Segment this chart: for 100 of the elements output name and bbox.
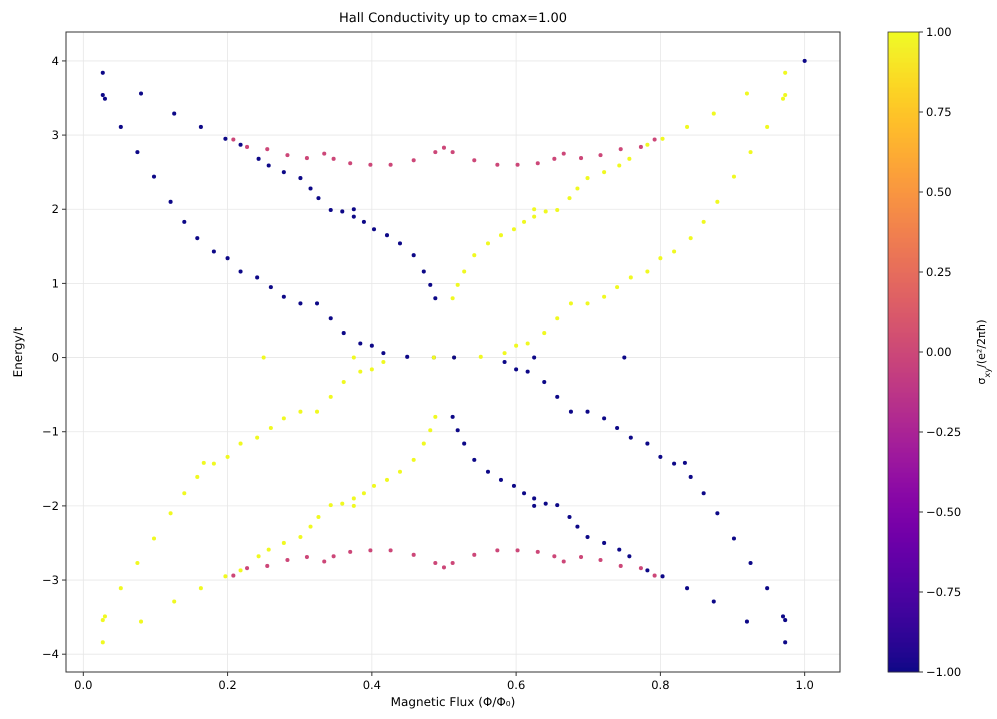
point bbox=[462, 270, 466, 274]
point bbox=[298, 301, 302, 306]
point bbox=[744, 92, 749, 96]
point bbox=[398, 470, 402, 474]
point bbox=[322, 152, 326, 156]
point bbox=[712, 600, 716, 604]
point bbox=[652, 138, 657, 142]
point bbox=[223, 574, 228, 578]
point bbox=[352, 207, 356, 212]
point bbox=[265, 147, 270, 152]
point bbox=[268, 285, 273, 290]
y-tick-label: −3 bbox=[42, 573, 59, 588]
point bbox=[658, 256, 662, 260]
point bbox=[627, 554, 632, 558]
point bbox=[304, 555, 309, 560]
point bbox=[362, 491, 366, 496]
point bbox=[688, 236, 693, 240]
point bbox=[702, 491, 706, 496]
point bbox=[542, 380, 546, 384]
point bbox=[645, 270, 650, 274]
point bbox=[322, 559, 326, 564]
point bbox=[433, 414, 438, 419]
point bbox=[352, 504, 356, 508]
y-tick-label: 0 bbox=[52, 350, 59, 365]
point bbox=[512, 227, 516, 232]
point bbox=[660, 136, 665, 141]
point bbox=[522, 491, 526, 496]
y-tick-label: 4 bbox=[52, 54, 59, 68]
point bbox=[783, 618, 788, 622]
x-tick-label: 0.6 bbox=[506, 678, 526, 692]
point bbox=[585, 176, 590, 180]
point bbox=[298, 535, 302, 540]
point bbox=[368, 548, 372, 552]
point bbox=[100, 93, 105, 98]
point bbox=[585, 301, 590, 306]
point bbox=[462, 442, 466, 446]
point bbox=[358, 370, 362, 374]
point bbox=[598, 153, 603, 158]
point bbox=[568, 410, 573, 414]
y-tick-label: 3 bbox=[52, 128, 59, 142]
point bbox=[645, 142, 650, 147]
y-axis-title: Energy/t bbox=[11, 326, 25, 378]
point bbox=[622, 356, 626, 360]
point bbox=[433, 296, 438, 300]
point bbox=[168, 200, 173, 204]
point bbox=[182, 220, 186, 224]
color-bar-label: 0.00 bbox=[926, 345, 952, 359]
point bbox=[442, 146, 446, 150]
point bbox=[255, 436, 260, 440]
point bbox=[223, 136, 228, 141]
point bbox=[542, 331, 546, 336]
color-bar-label: −0.75 bbox=[926, 585, 962, 599]
point bbox=[783, 70, 788, 75]
point bbox=[715, 511, 720, 516]
point bbox=[282, 170, 286, 174]
point bbox=[238, 568, 243, 572]
point bbox=[262, 356, 266, 360]
point bbox=[552, 554, 556, 558]
point bbox=[348, 161, 352, 166]
point bbox=[372, 227, 376, 232]
point bbox=[702, 220, 706, 224]
point bbox=[567, 196, 572, 200]
point bbox=[282, 294, 286, 299]
point bbox=[231, 138, 236, 142]
color-bar-label: 0.50 bbox=[926, 185, 952, 199]
point bbox=[638, 566, 643, 570]
point bbox=[340, 209, 344, 214]
point bbox=[442, 565, 446, 570]
point bbox=[328, 208, 333, 212]
point bbox=[384, 478, 390, 482]
point bbox=[516, 162, 520, 167]
point bbox=[628, 436, 633, 440]
point bbox=[384, 233, 390, 238]
point bbox=[388, 162, 393, 167]
x-tick-label: 0.0 bbox=[74, 678, 92, 692]
point bbox=[732, 174, 736, 179]
point bbox=[285, 153, 290, 158]
point bbox=[495, 162, 500, 167]
point bbox=[472, 458, 476, 462]
point bbox=[433, 150, 438, 154]
point bbox=[522, 220, 526, 224]
point bbox=[412, 552, 416, 557]
chart-title: Hall Conductivity up to cmax=1.00 bbox=[338, 11, 568, 26]
point bbox=[358, 341, 362, 346]
point bbox=[567, 514, 572, 520]
point bbox=[712, 112, 716, 116]
point bbox=[672, 249, 676, 254]
point bbox=[285, 558, 290, 562]
point bbox=[256, 554, 261, 558]
point bbox=[645, 442, 650, 446]
point bbox=[472, 552, 476, 557]
point bbox=[342, 380, 346, 384]
point bbox=[502, 360, 507, 364]
point bbox=[266, 548, 271, 552]
point bbox=[370, 344, 374, 348]
point bbox=[298, 410, 302, 414]
point bbox=[308, 524, 313, 529]
point bbox=[472, 158, 476, 162]
point bbox=[118, 124, 123, 129]
color-bar-label: −0.50 bbox=[926, 505, 962, 519]
